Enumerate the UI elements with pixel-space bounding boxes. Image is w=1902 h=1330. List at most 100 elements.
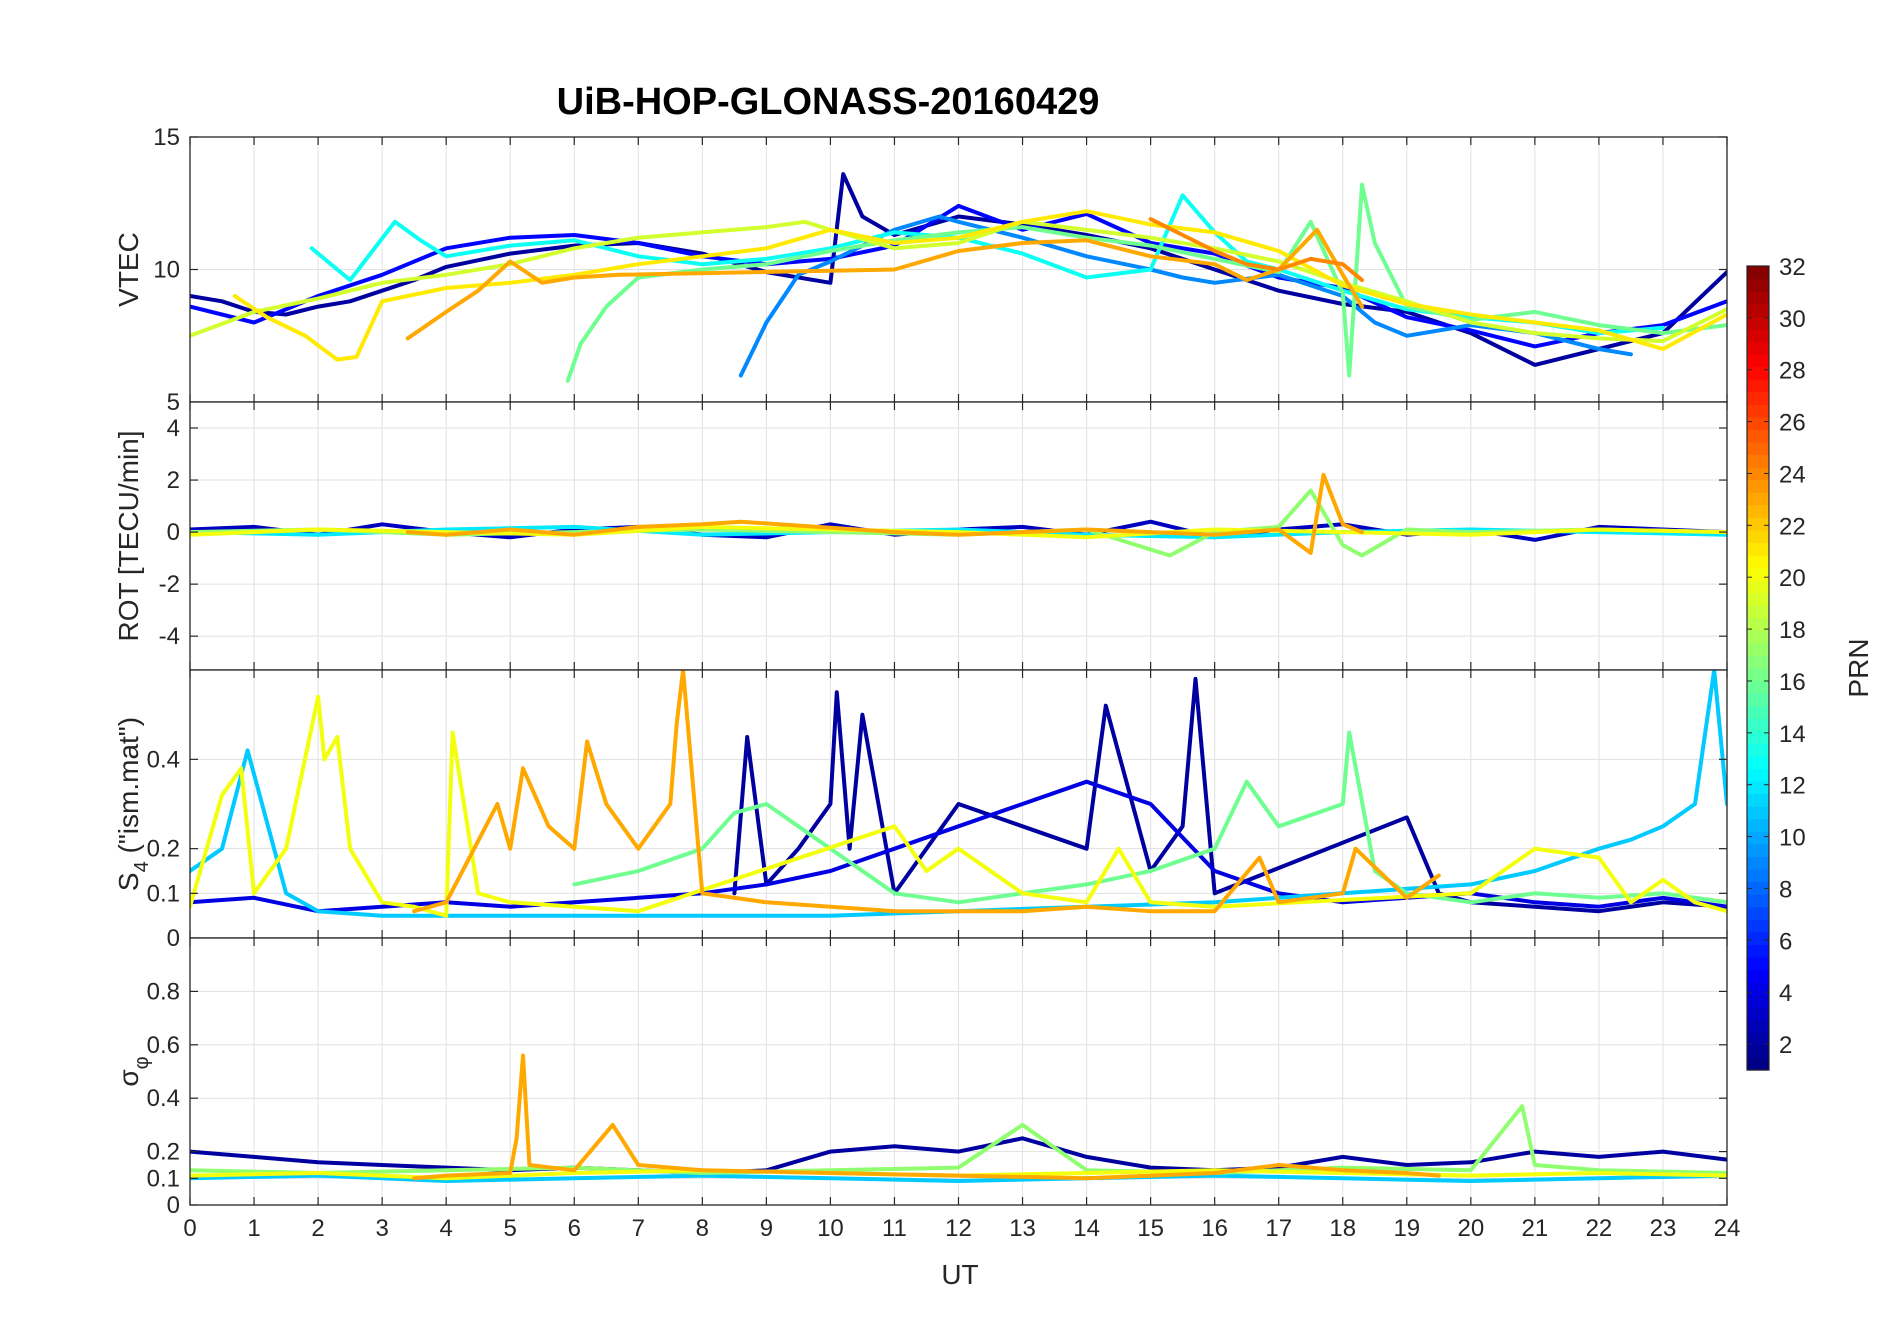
x-tick-label: 0 bbox=[183, 1215, 196, 1242]
x-tick-label: 2 bbox=[311, 1215, 324, 1242]
y-tick-label: 0.4 bbox=[147, 1085, 180, 1112]
series-line-prn-5 bbox=[190, 203, 1727, 349]
colorbar-swatch bbox=[1747, 316, 1769, 330]
x-tick-label: 11 bbox=[882, 1215, 907, 1242]
y-axis-label: σφ bbox=[113, 1056, 153, 1086]
panel-rot: -4 -2 0 2 4 ROT [TECU/min] bbox=[113, 401, 1728, 671]
colorbar-swatch bbox=[1747, 680, 1769, 694]
series-line-prn-16 bbox=[572, 730, 1727, 905]
colorbar-swatch bbox=[1747, 303, 1769, 317]
y-tick-label: 10 bbox=[153, 257, 180, 284]
colorbar-tick-label: 6 bbox=[1779, 928, 1792, 955]
x-tick-label: 10 bbox=[817, 1215, 844, 1242]
y-tick-label: 15 bbox=[153, 124, 180, 151]
colorbar-swatch bbox=[1747, 517, 1769, 531]
x-tick-label: 21 bbox=[1522, 1215, 1549, 1242]
colorbar-swatch bbox=[1747, 655, 1769, 669]
y-tick-label: 0.1 bbox=[147, 880, 180, 907]
colorbar-swatch bbox=[1747, 467, 1769, 481]
y-tick-label: 2 bbox=[167, 467, 180, 494]
colorbar-swatch bbox=[1747, 529, 1769, 543]
y-axis-label-subscript: φ bbox=[131, 1056, 153, 1069]
grid bbox=[189, 402, 1728, 670]
colorbar-swatch bbox=[1747, 730, 1769, 744]
y-tick-label: 0 bbox=[167, 925, 180, 952]
colorbar-swatch bbox=[1747, 379, 1769, 393]
x-tick-label: 20 bbox=[1457, 1215, 1484, 1242]
colorbar-swatch bbox=[1747, 366, 1769, 380]
colorbar-label: PRN bbox=[1843, 638, 1874, 697]
colorbar-swatch bbox=[1747, 718, 1769, 732]
series-line-prn-11 bbox=[190, 670, 1727, 918]
colorbar-swatch bbox=[1747, 843, 1769, 858]
y-tick-label: 0.6 bbox=[147, 1032, 180, 1059]
colorbar-tick-label: 8 bbox=[1779, 876, 1792, 903]
colorbar-swatch bbox=[1747, 291, 1769, 305]
x-tick-label: 15 bbox=[1137, 1215, 1164, 1242]
colorbar-swatch bbox=[1747, 705, 1769, 719]
series-line-prn-19 bbox=[190, 219, 1727, 344]
x-tick-label: 12 bbox=[945, 1215, 972, 1242]
colorbar-swatch bbox=[1747, 605, 1769, 619]
y-tick-label: 4 bbox=[167, 415, 180, 442]
x-tick-label: 4 bbox=[439, 1215, 452, 1242]
colorbar-swatch bbox=[1747, 693, 1769, 707]
colorbar-tick-label: 26 bbox=[1779, 410, 1806, 437]
colorbar-tick-label: 2 bbox=[1779, 1032, 1792, 1059]
colorbar-swatch bbox=[1747, 1019, 1769, 1033]
y-tick-label: 0.2 bbox=[147, 1139, 180, 1166]
colorbar-tick-label: 30 bbox=[1779, 306, 1806, 333]
x-tick-label: 9 bbox=[760, 1215, 773, 1242]
colorbar-swatch bbox=[1747, 755, 1769, 770]
colorbar-swatch bbox=[1747, 1044, 1769, 1059]
x-tick-label: 19 bbox=[1393, 1215, 1420, 1242]
series-line-prn-9 bbox=[738, 214, 1633, 378]
series-group bbox=[190, 1053, 1727, 1183]
x-axis-label: UT bbox=[941, 1259, 978, 1290]
colorbar-swatch bbox=[1747, 567, 1769, 581]
y-tick-label: 0 bbox=[167, 519, 180, 546]
x-tick-label: 16 bbox=[1201, 1215, 1228, 1242]
x-tick-label: 6 bbox=[568, 1215, 581, 1242]
panel-s4: 00.10.20.4S4 ("ism.mat") bbox=[113, 669, 1728, 952]
colorbar-swatch bbox=[1747, 944, 1769, 958]
series-line-prn-2 bbox=[190, 172, 1727, 367]
colorbar-tick-label: 12 bbox=[1779, 773, 1806, 800]
y-tick-label: -2 bbox=[159, 571, 180, 598]
x-tick-label: 18 bbox=[1329, 1215, 1356, 1242]
series-group bbox=[190, 172, 1727, 383]
series-line-prn-24 bbox=[1148, 217, 1364, 283]
colorbar-tick-label: 14 bbox=[1779, 721, 1806, 748]
colorbar-swatch bbox=[1747, 919, 1769, 933]
y-axis-label: S4 ("ism.mat") bbox=[113, 717, 153, 891]
colorbar-swatch bbox=[1747, 592, 1769, 606]
series-line-prn-23 bbox=[412, 1053, 1441, 1181]
colorbar-swatch bbox=[1747, 416, 1769, 430]
series-line-prn-2 bbox=[732, 676, 1727, 914]
series-line-prn-11 bbox=[190, 1173, 1727, 1183]
y-tick-label: 5 bbox=[167, 389, 180, 416]
tick-marks bbox=[189, 136, 1728, 403]
series-line-prn-21 bbox=[232, 209, 1727, 362]
x-tick-label: 1 bbox=[247, 1215, 260, 1242]
y-axis-label: ROT [TECU/min] bbox=[113, 430, 144, 641]
colorbar-swatch bbox=[1747, 894, 1769, 908]
colorbar-swatch bbox=[1747, 429, 1769, 443]
colorbar-swatch bbox=[1747, 580, 1769, 594]
colorbar-swatch bbox=[1747, 542, 1769, 556]
series-line-prn-23 bbox=[405, 472, 1364, 555]
colorbar-swatch bbox=[1747, 492, 1769, 506]
colorbar-swatch bbox=[1747, 856, 1769, 870]
y-axis-label-main: S bbox=[113, 872, 144, 891]
y-tick-label: 0.2 bbox=[147, 836, 180, 863]
x-tick-label: 7 bbox=[632, 1215, 645, 1242]
colorbar-swatch bbox=[1747, 743, 1769, 757]
colorbar-swatch bbox=[1747, 266, 1769, 280]
colorbar-swatch bbox=[1747, 617, 1769, 631]
series-line-prn-12 bbox=[190, 524, 1727, 540]
tick-marks bbox=[189, 402, 1728, 670]
series-group bbox=[190, 472, 1727, 558]
panel-vtec: 5 10 15 VTEC bbox=[113, 124, 1728, 416]
colorbar-tick-label: 32 bbox=[1779, 254, 1806, 281]
